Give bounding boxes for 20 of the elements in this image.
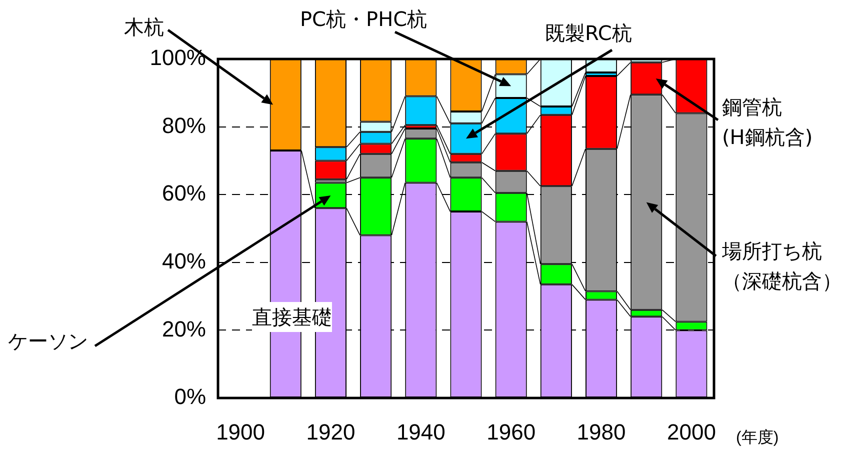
y-tick-label: 20% [162,316,206,342]
series-label: 場所打ち杭（深礎杭含） [722,238,843,295]
x-tick-label: 1920 [306,419,356,444]
x-axis-title: (年度) [736,428,779,446]
y-tick-label: 60% [162,180,206,206]
y-tick-label: 0% [174,384,206,410]
series-label: 直接基礎 [252,302,332,332]
x-tick-label: 2000 [666,419,716,444]
x-tick-label: 1940 [396,419,446,444]
x-tick-label: 1960 [486,419,536,444]
x-tick-label: 1980 [576,419,626,444]
y-tick-label: 100% [150,45,206,70]
text: PC杭・PHC杭 [300,6,428,33]
x-tick-label: 1900 [216,419,266,444]
series-label: 既製RC杭 [545,20,632,47]
text: ケーソン [8,328,88,355]
y-tick-label: 80% [162,112,206,138]
series-label: 鋼管杭 (H鋼杭含) [722,94,814,151]
y-tick-label: 40% [162,248,206,274]
text: 木杭 [124,14,164,41]
